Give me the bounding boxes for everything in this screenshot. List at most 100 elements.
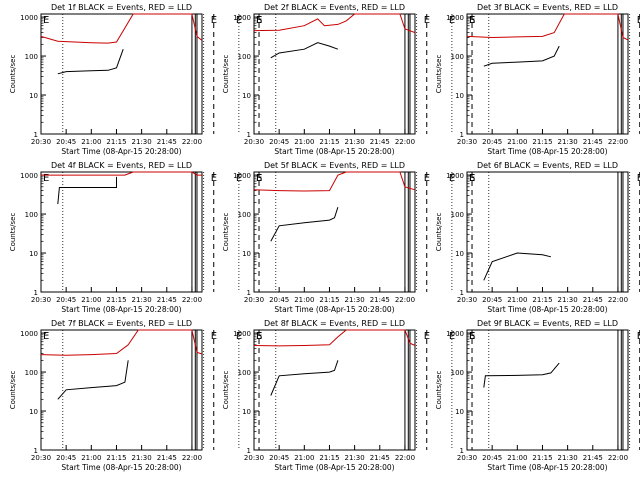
x-tick-label: 21:00 — [507, 138, 527, 146]
marker-label: S — [469, 173, 475, 184]
marker-label: E — [211, 15, 217, 26]
x-tick-label: 20:45 — [269, 138, 289, 146]
series-line-events — [270, 360, 339, 396]
x-tick-label: 21:00 — [294, 138, 314, 146]
panel-title: Det 2f BLACK = Events, RED = LLD — [264, 3, 405, 12]
series-line-events — [57, 176, 117, 205]
x-tick-label: 21:00 — [81, 454, 101, 462]
y-tick-label: 1 — [34, 447, 38, 455]
x-tick-label: 21:15 — [532, 454, 552, 462]
panel-4: Det 4f BLACK = Events, RED = LLD 1 10 100 10… — [9, 161, 262, 314]
plot-frame — [253, 171, 416, 293]
x-tick-label: 21:15 — [106, 138, 126, 146]
y-tick-label: 100 — [451, 211, 464, 219]
y-tick-label: 100 — [451, 369, 464, 377]
x-tick-label: 20:30 — [244, 138, 264, 146]
y-axis-label: Counts/sec — [9, 371, 17, 410]
panel-title: Det 9f BLACK = Events, RED = LLD — [477, 319, 618, 328]
x-tick-label: 21:30 — [345, 454, 365, 462]
marker-label: E — [211, 331, 217, 342]
y-axis-label: Counts/sec — [222, 55, 230, 94]
x-tick-label: 21:00 — [507, 454, 527, 462]
marker-label: S — [256, 173, 262, 184]
x-tick-label: 21:45 — [370, 454, 390, 462]
x-tick-label: 21:15 — [532, 296, 552, 304]
x-tick-label: 20:30 — [31, 454, 51, 462]
y-axis-label: Counts/sec — [435, 213, 443, 252]
x-axis-label: Start Time (08-Apr-15 20:28:00) — [487, 305, 607, 314]
y-tick-label: 10 — [29, 250, 38, 258]
series-line-events — [483, 362, 560, 388]
x-tick-label: 21:00 — [294, 296, 314, 304]
y-tick-label: 100 — [25, 369, 38, 377]
x-tick-label: 21:45 — [583, 138, 603, 146]
panel-7: Det 7f BLACK = Events, RED = LLD 1 10 100 10… — [9, 319, 262, 472]
x-tick-label: 21:15 — [319, 138, 339, 146]
series-line-lld — [253, 329, 416, 347]
y-tick-label: 1 — [460, 289, 464, 297]
series-line-events — [57, 360, 129, 400]
marker-label: E — [43, 173, 49, 184]
marker-label: E — [637, 331, 640, 342]
x-tick-label: 20:45 — [482, 138, 502, 146]
x-tick-label: 21:00 — [507, 296, 527, 304]
y-axis-label: Counts/sec — [222, 213, 230, 252]
x-tick-label: 22:00 — [182, 454, 202, 462]
y-tick-label: 100 — [25, 53, 38, 61]
x-tick-label: 21:30 — [132, 296, 152, 304]
x-tick-label: 21:30 — [345, 296, 365, 304]
x-tick-label: 21:00 — [81, 296, 101, 304]
x-tick-label: 21:15 — [319, 454, 339, 462]
x-tick-label: 21:45 — [583, 296, 603, 304]
marker-label: E — [424, 331, 430, 342]
y-tick-label: 1 — [247, 131, 251, 139]
plot-frame — [40, 171, 203, 293]
panel-8: Det 8f BLACK = Events, RED = LLD 1 10 100 10… — [222, 319, 475, 472]
y-tick-label: 10 — [242, 250, 251, 258]
series-line-lld — [253, 171, 416, 192]
x-tick-label: 20:30 — [31, 296, 51, 304]
marker-label: E — [236, 331, 242, 342]
panel-1: Det 1f BLACK = Events, RED = LLD 1 10 100 10… — [9, 3, 262, 156]
y-tick-label: 1000 — [20, 330, 38, 338]
marker-label: E — [256, 331, 262, 342]
y-tick-label: 1000 — [233, 14, 251, 22]
plot-frame — [253, 329, 416, 451]
x-tick-label: 20:30 — [244, 454, 264, 462]
panel-title: Det 7f BLACK = Events, RED = LLD — [51, 319, 192, 328]
y-axis-label: Counts/sec — [435, 55, 443, 94]
series-line-events — [483, 252, 552, 281]
y-tick-label: 1 — [247, 289, 251, 297]
panel-title: Det 3f BLACK = Events, RED = LLD — [477, 3, 618, 12]
y-tick-label: 10 — [455, 92, 464, 100]
x-axis-label: Start Time (08-Apr-15 20:28:00) — [487, 463, 607, 472]
y-axis-label: Counts/sec — [435, 371, 443, 410]
y-axis-label: Counts/sec — [9, 55, 17, 94]
marker-label: E — [449, 331, 455, 342]
series-line-lld — [41, 171, 202, 176]
x-tick-label: 22:00 — [182, 138, 202, 146]
x-axis-label: Start Time (08-Apr-15 20:28:00) — [274, 147, 394, 156]
x-tick-label: 20:30 — [457, 296, 477, 304]
y-tick-label: 1000 — [233, 172, 251, 180]
series-line-events — [483, 45, 560, 67]
x-tick-label: 22:00 — [395, 296, 415, 304]
series-line-events — [57, 49, 124, 75]
marker-label: E — [637, 15, 640, 26]
y-tick-label: 1000 — [446, 172, 464, 180]
x-tick-label: 22:00 — [182, 296, 202, 304]
y-tick-label: 10 — [242, 92, 251, 100]
marker-label: E — [469, 331, 475, 342]
plot-frame — [253, 13, 416, 135]
x-tick-label: 22:00 — [608, 296, 628, 304]
x-tick-label: 22:00 — [608, 454, 628, 462]
plot-frame — [40, 13, 203, 135]
x-tick-label: 21:00 — [81, 138, 101, 146]
x-tick-label: 21:15 — [319, 296, 339, 304]
marker-label: S — [469, 331, 475, 342]
x-tick-label: 21:30 — [558, 138, 578, 146]
x-axis-label: Start Time (08-Apr-15 20:28:00) — [274, 463, 394, 472]
y-axis-label: Counts/sec — [222, 371, 230, 410]
y-axis-label: Counts/sec — [9, 213, 17, 252]
